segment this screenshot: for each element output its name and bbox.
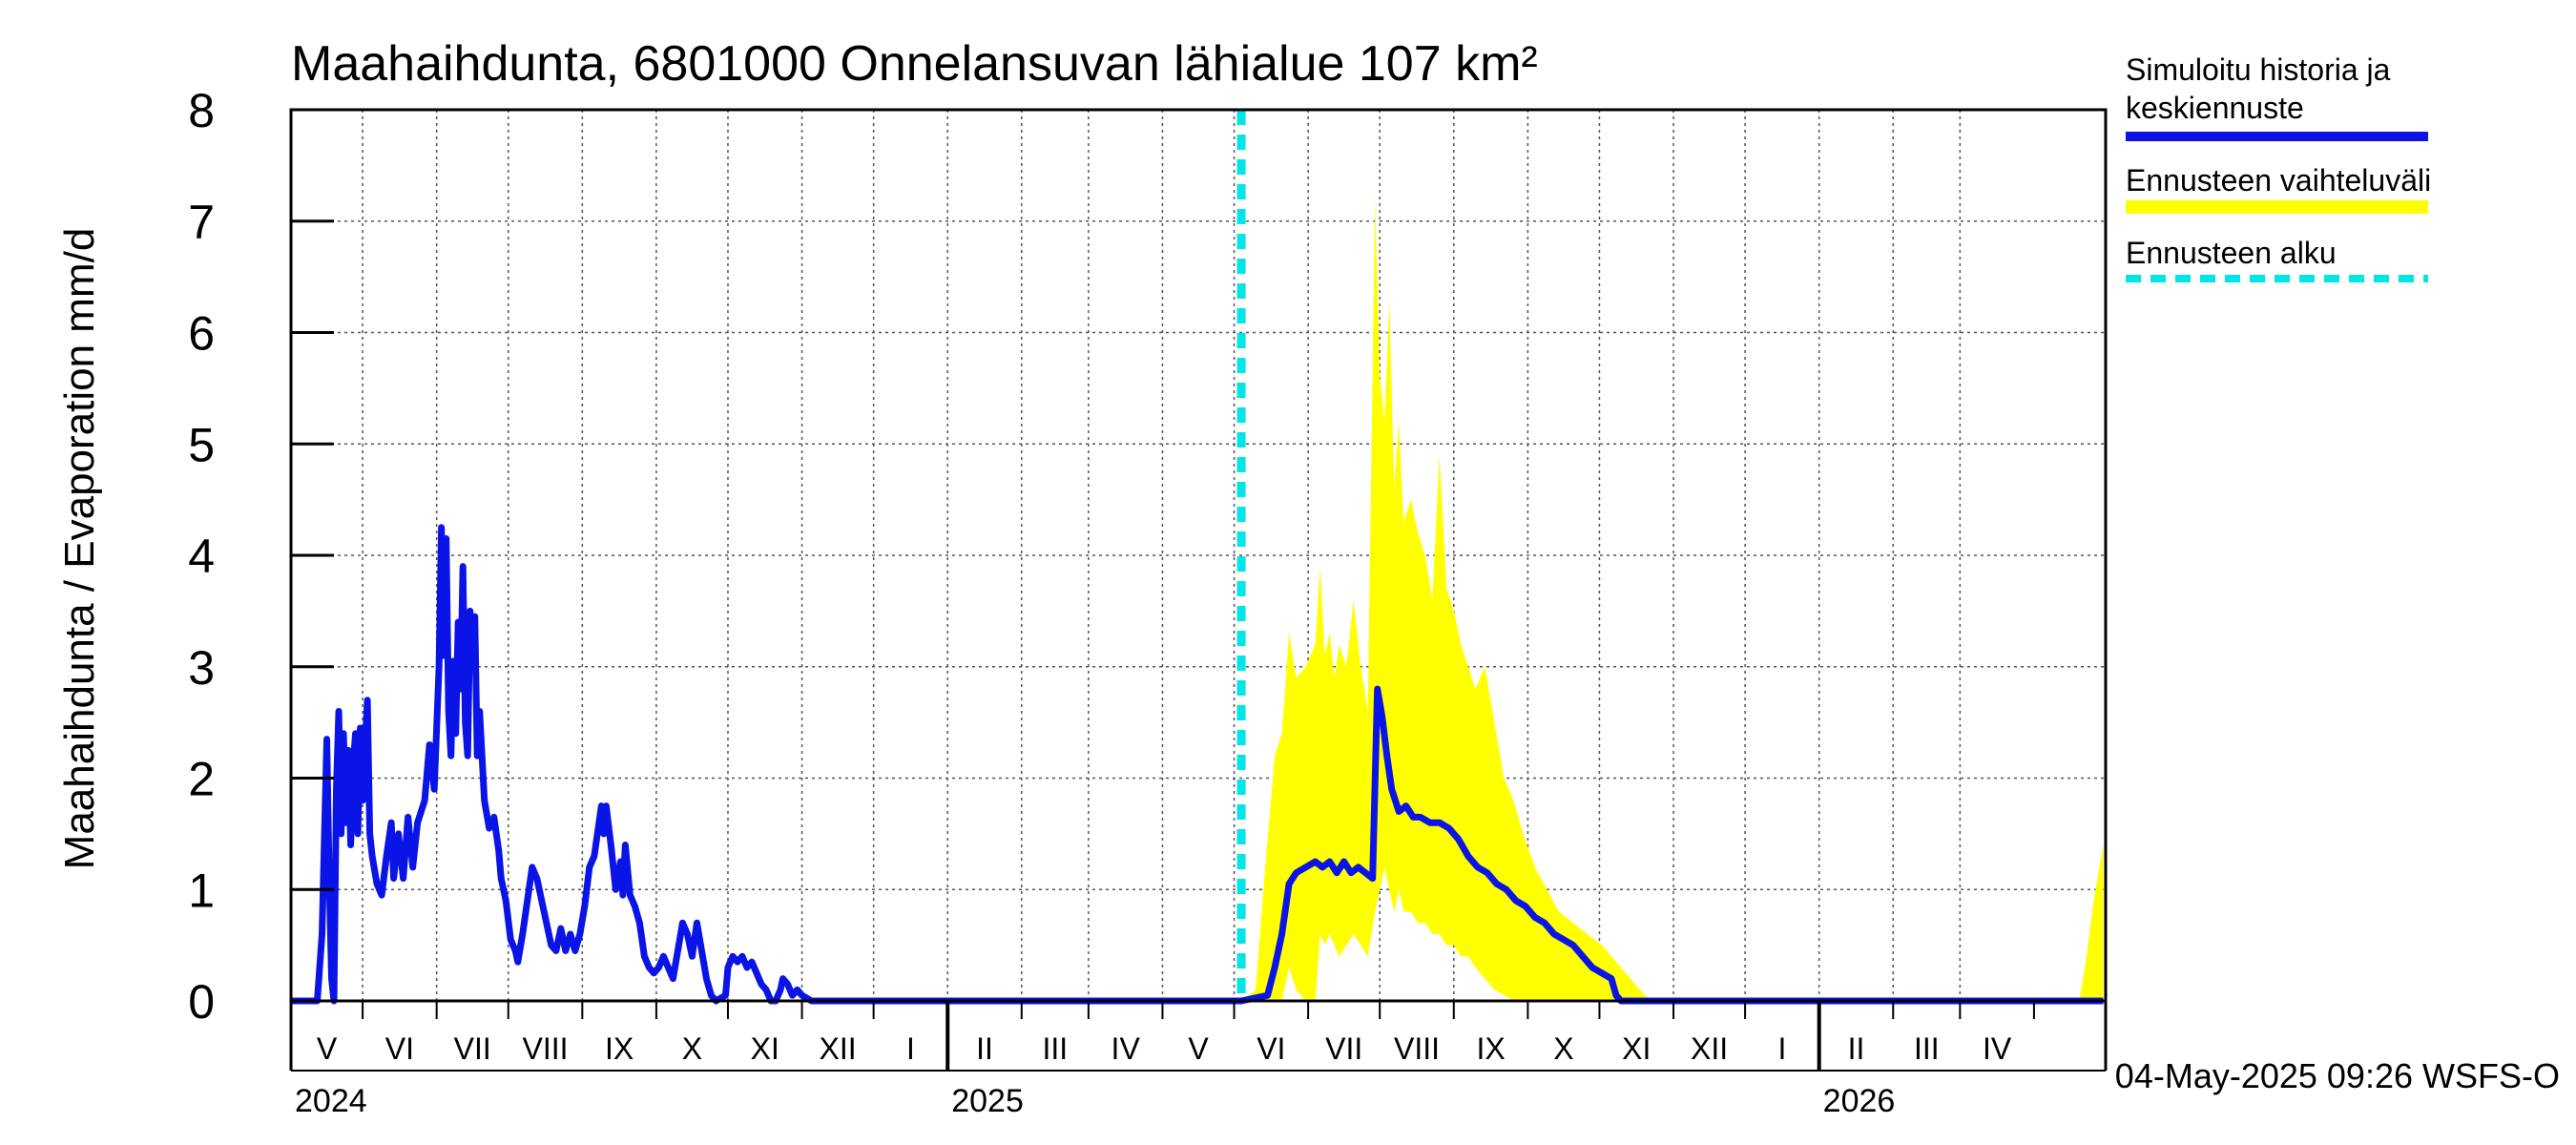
- y-tick-label: 1: [188, 864, 215, 917]
- x-month-label: IX: [605, 1031, 634, 1066]
- y-tick-label: 3: [188, 641, 215, 695]
- legend-label-history: Simuloitu historia ja keskiennuste: [2126, 52, 2399, 125]
- y-tick-label: 2: [188, 753, 215, 806]
- footer-timestamp: 04-May-2025 09:26 WSFS-O: [2115, 1056, 2560, 1095]
- forecast-range-area: [1241, 198, 2104, 1001]
- x-month-label: I: [906, 1031, 915, 1066]
- x-month-label: IV: [1111, 1031, 1141, 1066]
- legend-label-range: Ennusteen vaihteluväli: [2126, 163, 2431, 198]
- x-month-label: VIII: [1394, 1031, 1440, 1066]
- x-month-label: I: [1777, 1031, 1786, 1066]
- x-month-label: XI: [1622, 1031, 1651, 1066]
- series-lines: [291, 110, 2104, 1005]
- x-month-label: III: [1043, 1031, 1069, 1066]
- x-year-label: 2026: [1823, 1083, 1896, 1119]
- x-month-label: X: [1553, 1031, 1573, 1066]
- x-month-label: VIII: [523, 1031, 569, 1066]
- x-month-label: II: [976, 1031, 993, 1066]
- y-axis-ticks: 0 1 2 3 4 5 6 7 8: [188, 84, 334, 1029]
- x-axis-ticks: V VI VII VIII IX X XI XII I II III IV V VI VII VIII IX X X…: [290, 1001, 2035, 1119]
- x-year-label: 2024: [295, 1083, 367, 1119]
- y-tick-label: 6: [188, 307, 215, 361]
- forecast-range-band: [1241, 198, 2104, 1001]
- x-month-label: II: [1848, 1031, 1865, 1066]
- legend-label-history-line2: keskiennuste: [2126, 91, 2304, 125]
- chart-title: Maahaihdunta, 6801000 Onnelansuvan lähia…: [291, 36, 1538, 92]
- x-month-label: XII: [820, 1031, 857, 1066]
- legend-label-history-line1: Simuloitu historia ja: [2126, 52, 2391, 87]
- x-month-label: VI: [1257, 1031, 1285, 1066]
- x-month-label: V: [1188, 1031, 1209, 1066]
- y-tick-label: 0: [188, 975, 215, 1029]
- x-month-label: X: [682, 1031, 702, 1066]
- y-axis-label: Maahaihdunta / Evaporation mm/d: [56, 228, 103, 870]
- x-month-label: VII: [454, 1031, 491, 1066]
- x-month-label: IV: [1983, 1031, 2012, 1066]
- x-month-label: XI: [751, 1031, 779, 1066]
- x-month-label: XII: [1691, 1031, 1728, 1066]
- plot-area: [291, 110, 2106, 1001]
- legend: Simuloitu historia ja keskiennuste Ennus…: [2126, 52, 2431, 282]
- x-month-label: VI: [385, 1031, 414, 1066]
- y-tick-label: 8: [188, 84, 215, 137]
- y-tick-label: 7: [188, 196, 215, 249]
- x-month-label: IX: [1476, 1031, 1505, 1066]
- history-mean-line: [291, 524, 2104, 1005]
- y-tick-label: 5: [188, 418, 215, 471]
- x-month-label: III: [1914, 1031, 1940, 1066]
- y-tick-label: 4: [188, 530, 215, 583]
- x-month-label: V: [317, 1031, 338, 1066]
- legend-label-forecast-start: Ennusteen alku: [2126, 236, 2337, 270]
- x-month-label: VII: [1325, 1031, 1362, 1066]
- x-year-label: 2025: [951, 1083, 1024, 1119]
